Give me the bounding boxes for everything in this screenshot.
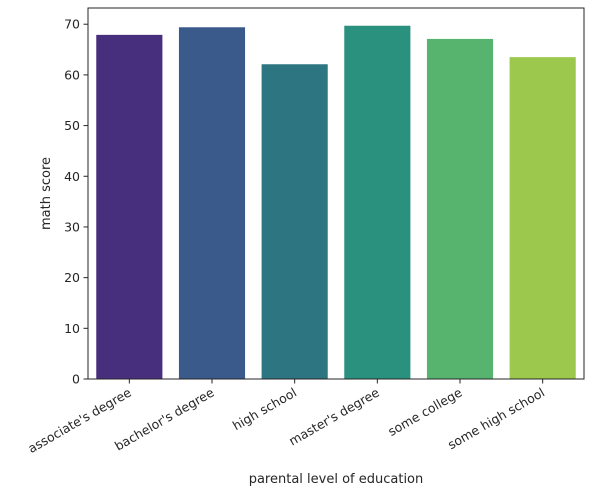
x-tick-label: master's degree [286,384,382,448]
bar-0 [96,34,163,379]
bar-5 [509,57,576,379]
y-tick-label: 50 [64,118,80,133]
x-tick-label: some college [385,384,464,439]
plot-frame [87,7,585,380]
y-tick-label: 0 [72,372,80,387]
x-tick-label: high school [230,385,299,434]
y-tick-label: 30 [64,219,80,234]
y-axis-label: math score [39,157,54,230]
bar-2 [261,64,328,380]
y-tick-label: 20 [64,270,80,285]
bars-group [96,25,576,380]
y-tick-label: 60 [64,67,80,82]
bar-4 [426,38,494,380]
y-axis-ticks: 0 10 20 30 40 50 60 70 [64,17,88,387]
bar-1 [178,27,246,380]
bar-3 [344,25,411,379]
x-axis-label: parental level of education [249,472,424,487]
y-tick-label: 40 [64,169,80,184]
y-tick-label: 70 [64,17,80,32]
y-tick-label: 10 [64,321,80,336]
